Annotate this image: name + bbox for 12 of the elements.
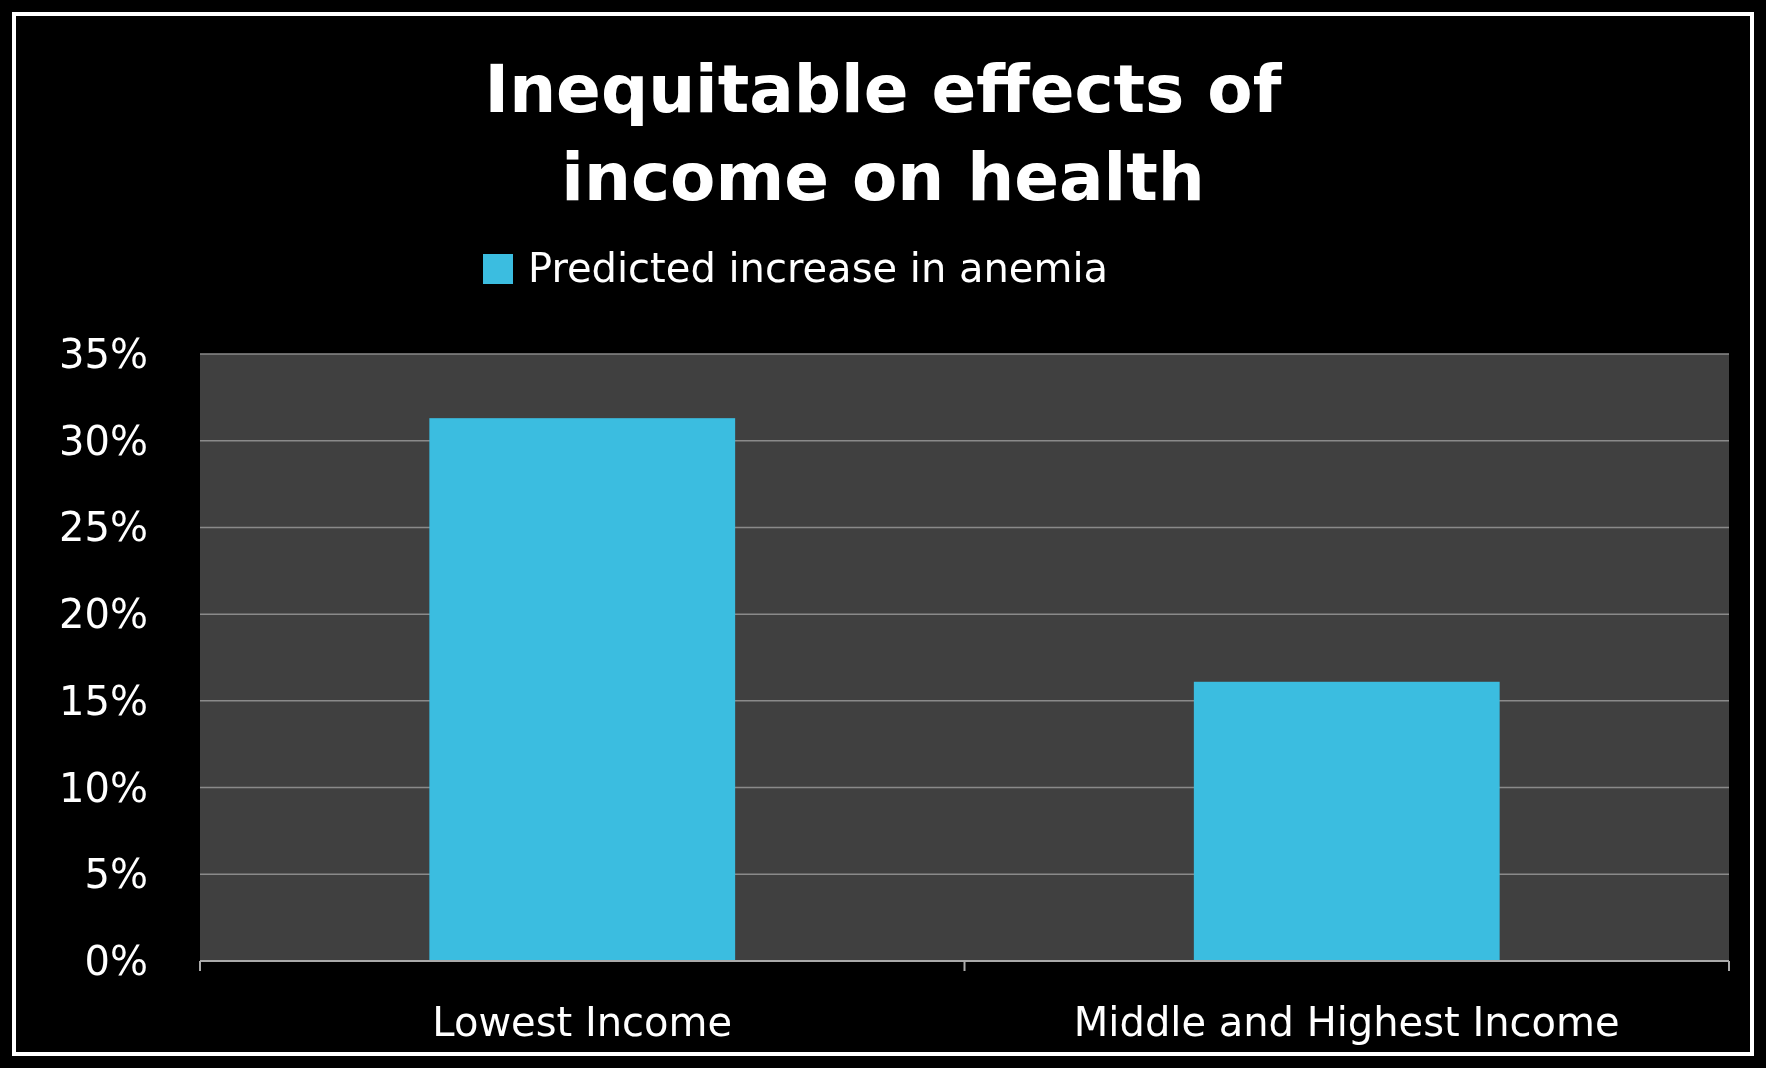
y-tick-label: 15% xyxy=(59,677,148,724)
y-tick-label: 30% xyxy=(59,417,148,464)
y-tick-label: 25% xyxy=(59,504,148,551)
chart-title: Inequitable effects of income on health xyxy=(484,51,1283,216)
y-tick-label: 20% xyxy=(59,591,148,638)
y-tick-label: 0% xyxy=(84,938,148,984)
x-tick-label: Lowest Income xyxy=(432,999,733,1045)
x-tick-label: Middle and Highest Income xyxy=(1073,999,1620,1045)
y-tick-label: 5% xyxy=(84,851,148,898)
y-tick-label: 35% xyxy=(59,331,148,377)
legend-label: Predicted increase in anemia xyxy=(528,245,1109,291)
y-tick-label: 10% xyxy=(59,764,148,811)
